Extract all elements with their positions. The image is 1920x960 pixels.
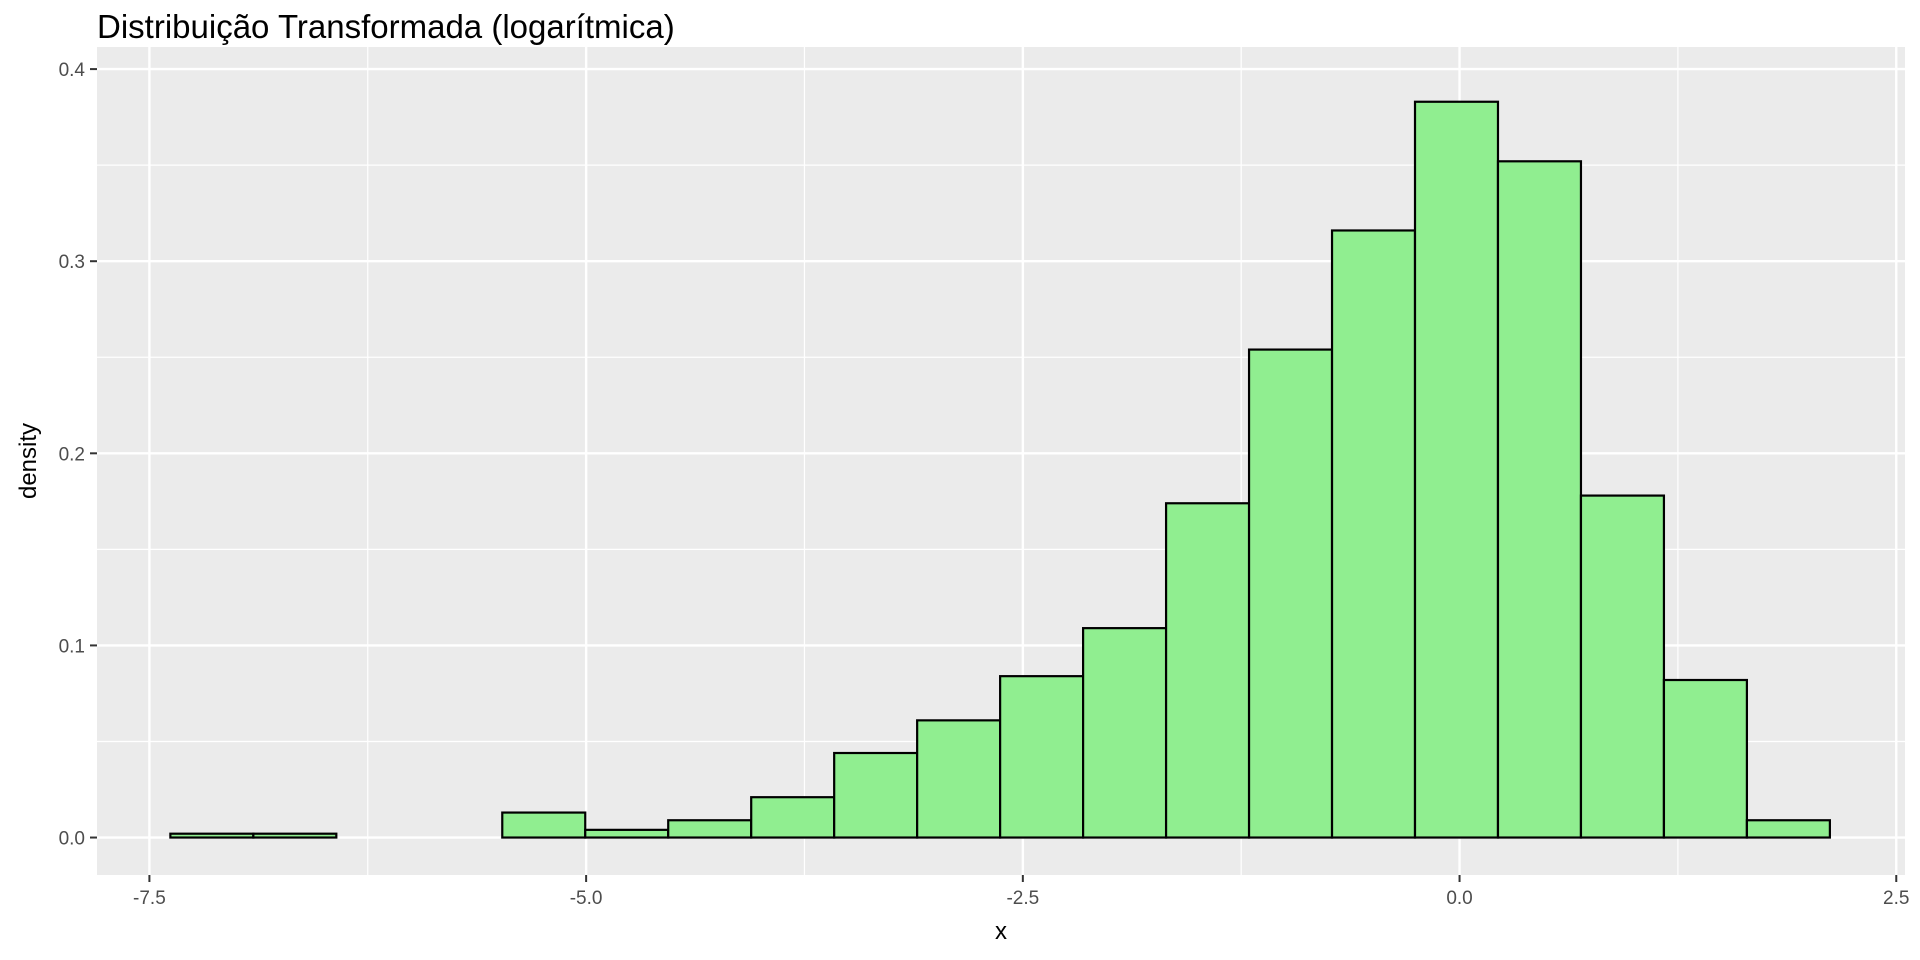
x-tick-label: -5.0 — [570, 888, 603, 909]
y-tick-label: 0.2 — [59, 444, 85, 465]
histogram-bar-6 — [584, 828, 670, 839]
y-axis-title: density — [15, 423, 42, 499]
histogram-bar-7 — [667, 819, 753, 839]
y-tick-label: 0.1 — [59, 636, 85, 657]
histogram-bar-14 — [1247, 348, 1334, 839]
histogram-bar-8 — [750, 796, 836, 839]
y-tick-label: 0.0 — [59, 829, 85, 850]
histogram-bar-16 — [1413, 100, 1500, 839]
histogram-bar-19 — [1662, 678, 1749, 839]
histogram-bar-2 — [252, 832, 338, 839]
x-tick-label: -2.5 — [1006, 888, 1039, 909]
x-axis-title: x — [995, 918, 1007, 945]
histogram-bar-10 — [916, 719, 1002, 839]
histogram-bar-20 — [1745, 819, 1831, 839]
histogram-bar-5 — [501, 811, 587, 839]
x-tick-label: -7.5 — [133, 888, 166, 909]
histogram-bar-17 — [1496, 160, 1583, 839]
histogram-bar-1 — [169, 832, 255, 839]
y-tick-label: 0.3 — [59, 252, 85, 273]
y-tick-label: 0.4 — [59, 60, 86, 81]
y-axis: 0.0 0.1 0.2 0.3 0.4 — [59, 60, 97, 850]
histogram-bar-13 — [1164, 502, 1251, 839]
histogram-bar-12 — [1082, 627, 1168, 839]
x-tick-label: 2.5 — [1883, 888, 1909, 909]
x-axis: -7.5 -5.0 -2.5 0.0 2.5 — [133, 875, 1909, 909]
histogram-bar-11 — [999, 675, 1085, 839]
x-tick-label: 0.0 — [1446, 888, 1472, 909]
histogram-bar-18 — [1579, 494, 1666, 839]
chart-title: Distribuição Transformada (logarítmica) — [97, 8, 675, 45]
histogram-bars — [169, 100, 1831, 839]
histogram-bar-9 — [833, 751, 919, 839]
histogram-bar-15 — [1330, 229, 1417, 839]
